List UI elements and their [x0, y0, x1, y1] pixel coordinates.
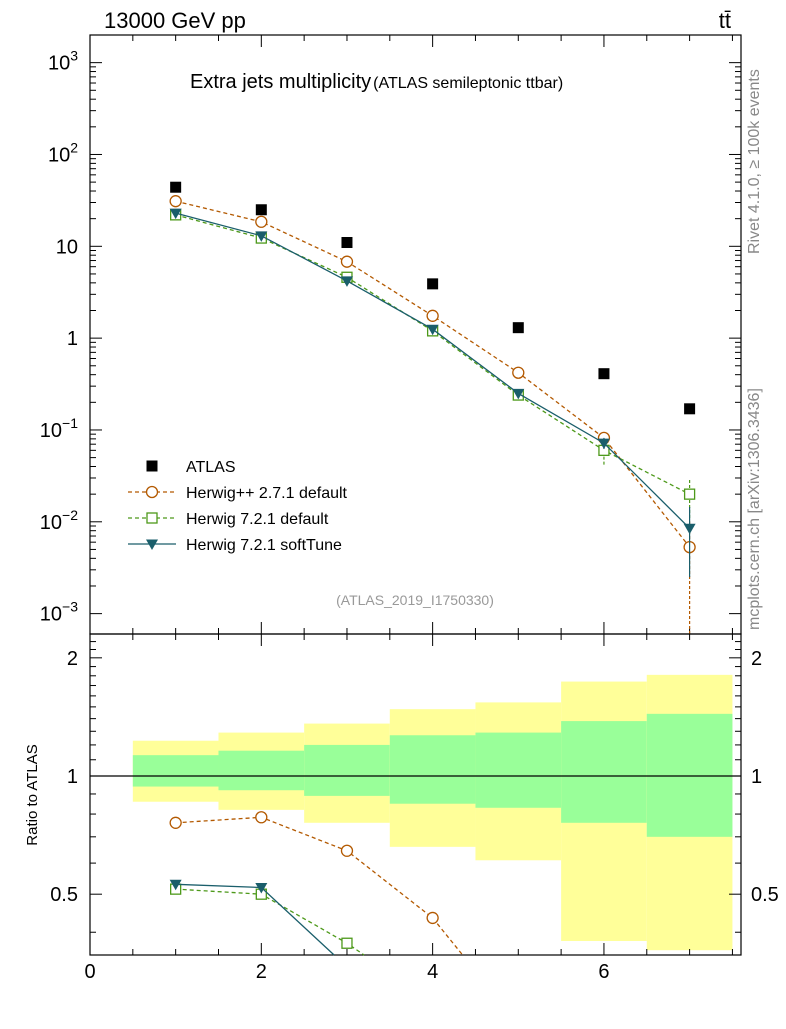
- data-point: [340, 844, 354, 857]
- data-point: [255, 215, 268, 228]
- data-point: [255, 883, 268, 894]
- uncertainty-band-inner: [389, 735, 476, 804]
- legend-entry: Herwig 7.2.1 default: [128, 511, 329, 528]
- ratio-y-tick-label-left: 0.5: [50, 884, 78, 906]
- ratio-y-tick-label-left: 2: [67, 648, 78, 670]
- data-point: [426, 911, 439, 925]
- series-line: [175, 883, 335, 956]
- data-point: [427, 278, 439, 290]
- y-tick-base: 10: [48, 144, 70, 166]
- ratio-plot-frame: [89, 633, 742, 956]
- data-point: [170, 181, 182, 193]
- y-tick-base: 10: [40, 420, 62, 442]
- plot-title: Extra jets multiplicity (ATLAS semilepton…: [190, 71, 563, 93]
- data-point: [169, 879, 182, 891]
- data-point: [341, 937, 353, 949]
- y-tick-exponent: −1: [62, 415, 78, 431]
- series-herwig-7-2-1-default: [170, 209, 696, 518]
- series-herwig-2-7-1-default: [169, 195, 696, 634]
- ratio-plot-panel: 0.5 0.5 1 1 2 2 0 2 4 6 Ratio to ATLAS: [24, 633, 779, 983]
- y-tick-base: 10: [40, 512, 62, 534]
- legend-marker: [145, 485, 159, 499]
- mcplots-label: mcplots.cern.ch [arXiv:1306.3436]: [746, 388, 763, 630]
- legend-marker: [146, 512, 158, 524]
- series-herwig-2-7-1-default: [169, 811, 464, 956]
- y-tick-base: 10: [48, 53, 70, 75]
- legend-label: Herwig++ 2.7.1 default: [186, 485, 348, 502]
- plot-title-main: Extra jets multiplicity: [190, 71, 371, 93]
- uncertainty-band-inner: [304, 744, 390, 796]
- y-tick-base: 1: [67, 328, 78, 350]
- uncertainty-band-inner: [646, 713, 733, 837]
- legend-label: Herwig 7.2.1 softTune: [186, 537, 342, 554]
- legend: ATLAS Herwig++ 2.7.1 default Herwig 7.2.1 …: [128, 459, 348, 554]
- ratio-y-tick-label-right: 1: [751, 766, 762, 788]
- data-point: [255, 204, 267, 216]
- uncertainty-band-inner: [561, 721, 647, 823]
- y-tick-label: 1: [67, 328, 78, 350]
- uncertainty-band-inner: [132, 755, 219, 787]
- data-point: [598, 368, 610, 380]
- data-point: [597, 438, 610, 450]
- series-herwig-7-2-1-softtune: [169, 208, 696, 578]
- analysis-id-label: (ATLAS_2019_I1750330): [336, 592, 494, 608]
- energy-label: 13000 GeV pp: [104, 8, 246, 33]
- x-tick-label: 2: [256, 961, 267, 983]
- y-tick-base: 10: [40, 604, 62, 626]
- y-tick-label: 10−1: [40, 415, 78, 442]
- y-tick-exponent: 3: [70, 48, 78, 64]
- ratio-y-tick-label-right: 2: [751, 648, 762, 670]
- legend-marker: [146, 460, 158, 472]
- data-point: [683, 488, 696, 500]
- data-point: [512, 366, 525, 379]
- y-tick-exponent: 2: [70, 139, 78, 155]
- plot-title-sub: (ATLAS semileptonic ttbar): [373, 75, 563, 92]
- x-tick-label: 4: [427, 961, 438, 983]
- data-point: [512, 388, 525, 400]
- data-point: [255, 231, 268, 242]
- process-label: tt̄: [719, 8, 731, 33]
- data-point: [341, 237, 353, 249]
- x-tick-label: 6: [598, 961, 609, 983]
- data-point: [169, 195, 182, 208]
- data-point: [684, 403, 696, 415]
- ratio-y-tick-label-right: 0.5: [751, 884, 779, 906]
- data-point: [426, 324, 439, 336]
- data-point: [683, 523, 696, 535]
- data-point: [169, 208, 182, 220]
- y-tick-exponent: −3: [62, 599, 78, 615]
- data-point: [426, 309, 439, 322]
- y-tick-label: 10−3: [40, 599, 78, 626]
- series-herwig-7-2-1-softtune: [169, 879, 335, 956]
- series-atlas: [170, 181, 696, 415]
- uncertainty-band-inner: [475, 732, 562, 808]
- uncertainty-band-inner: [218, 750, 305, 791]
- data-point: [255, 811, 268, 824]
- data-point: [340, 276, 353, 287]
- y-tick-label: 103: [48, 48, 78, 75]
- legend-entry: Herwig++ 2.7.1 default: [128, 485, 348, 502]
- x-tick-label: 0: [84, 961, 95, 983]
- legend-label: Herwig 7.2.1 default: [186, 511, 329, 528]
- rivet-version-label: Rivet 4.1.0, ≥ 100k events: [746, 69, 763, 254]
- legend-label: ATLAS: [186, 459, 236, 476]
- legend-entry: Herwig 7.2.1 softTune: [128, 537, 342, 554]
- ratio-y-tick-label-left: 1: [67, 766, 78, 788]
- series-herwig-7-2-1-default: [170, 883, 365, 956]
- series-line: [175, 888, 365, 956]
- y-tick-exponent: −2: [62, 507, 78, 523]
- series-line: [175, 212, 691, 529]
- y-tick-label: 10−2: [40, 507, 78, 534]
- data-point: [169, 816, 182, 829]
- y-tick-label: 10: [56, 236, 78, 258]
- legend-marker: [146, 539, 158, 550]
- data-point: [512, 322, 524, 334]
- data-point: [340, 255, 354, 268]
- ratio-ylabel: Ratio to ATLAS: [24, 744, 41, 845]
- y-tick-base: 10: [56, 236, 78, 258]
- legend-entry: ATLAS: [146, 459, 236, 476]
- y-tick-label: 102: [48, 139, 78, 166]
